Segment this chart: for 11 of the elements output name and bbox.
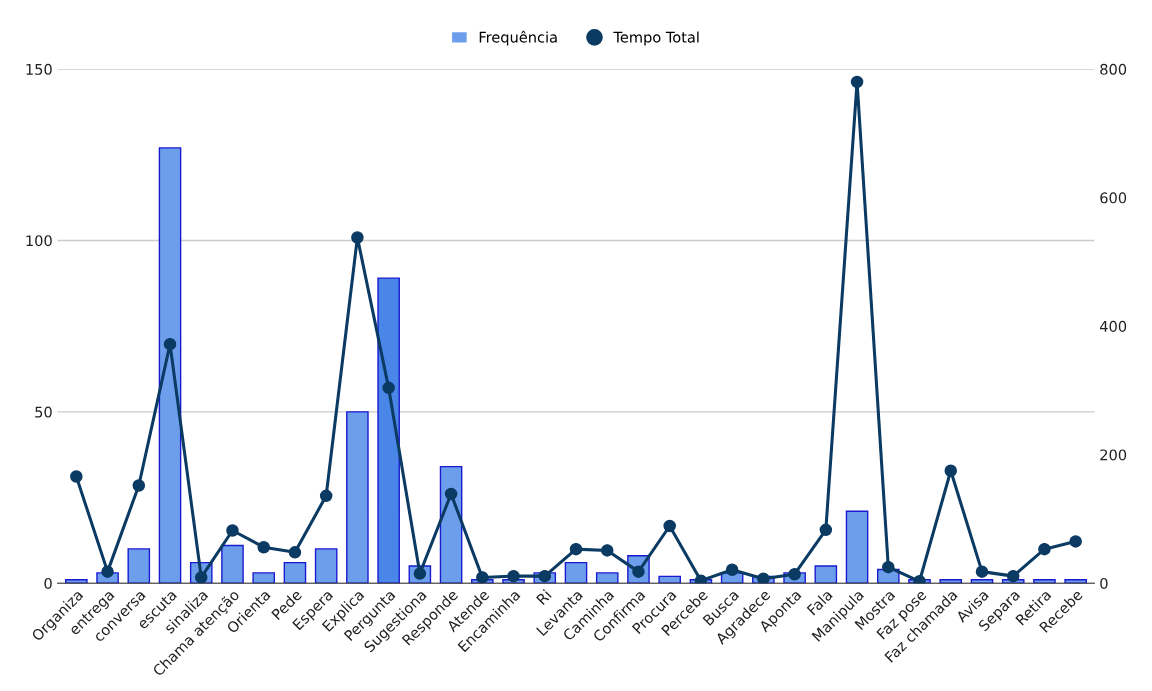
y2-tick-label: 200 [1100, 449, 1127, 461]
legend-label: Frequência [479, 30, 557, 46]
y-tick-label: 50 [35, 406, 52, 418]
legend-label: Tempo Total [613, 31, 699, 46]
y-tick-label: 150 [26, 63, 52, 75]
y2-tick-label: 0 [1100, 577, 1108, 589]
y2-tick-label: 400 [1099, 320, 1127, 332]
y2-tick-label: 600 [1100, 192, 1127, 204]
y2-tick-label: 800 [1100, 63, 1127, 75]
y-tick-label: 100 [26, 235, 52, 247]
y-tick-label: 0 [44, 577, 52, 589]
